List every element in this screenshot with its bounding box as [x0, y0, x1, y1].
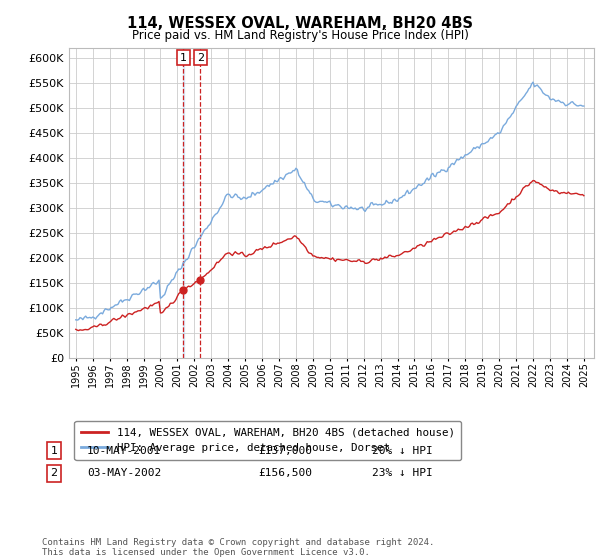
Text: £137,000: £137,000 — [258, 446, 312, 456]
Text: Contains HM Land Registry data © Crown copyright and database right 2024.
This d: Contains HM Land Registry data © Crown c… — [42, 538, 434, 557]
Bar — [183, 48, 184, 358]
Text: 23% ↓ HPI: 23% ↓ HPI — [372, 468, 433, 478]
Legend: 114, WESSEX OVAL, WAREHAM, BH20 4BS (detached house), HPI: Average price, detach: 114, WESSEX OVAL, WAREHAM, BH20 4BS (det… — [74, 421, 461, 460]
Text: 1: 1 — [180, 53, 187, 63]
Text: 10-MAY-2001: 10-MAY-2001 — [87, 446, 161, 456]
Text: Price paid vs. HM Land Registry's House Price Index (HPI): Price paid vs. HM Land Registry's House … — [131, 29, 469, 42]
Text: 2: 2 — [197, 53, 204, 63]
Text: 114, WESSEX OVAL, WAREHAM, BH20 4BS: 114, WESSEX OVAL, WAREHAM, BH20 4BS — [127, 16, 473, 31]
Text: 20% ↓ HPI: 20% ↓ HPI — [372, 446, 433, 456]
Text: 2: 2 — [50, 468, 58, 478]
Text: 03-MAY-2002: 03-MAY-2002 — [87, 468, 161, 478]
Text: £156,500: £156,500 — [258, 468, 312, 478]
Text: 1: 1 — [50, 446, 58, 456]
